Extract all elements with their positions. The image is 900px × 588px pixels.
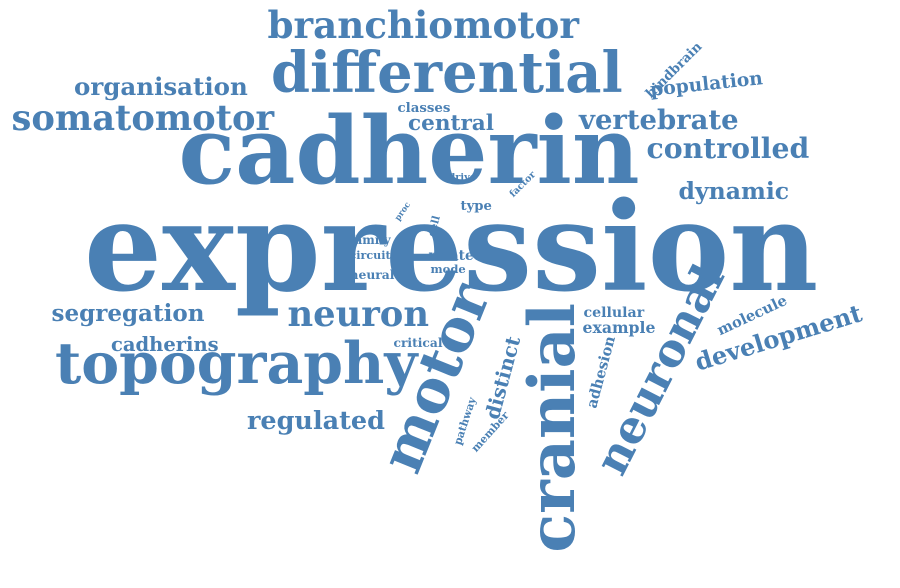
word-controlled: controlled — [646, 131, 810, 165]
word-somatomotor: somatomotor — [11, 97, 275, 139]
word-organisation: organisation — [74, 72, 248, 101]
word-cadherins: cadherins — [111, 333, 219, 356]
word-example: example — [582, 318, 656, 337]
word-expression: expression — [84, 175, 819, 319]
word-adhesion: adhesion — [583, 334, 619, 411]
word-topography: topography — [55, 330, 418, 397]
word-dynamic: dynamic — [678, 177, 790, 205]
word-cadherin: cadherin — [178, 96, 640, 205]
word-central: central — [408, 111, 494, 136]
word-cellular: cellular — [583, 305, 645, 321]
word-classes: classes — [397, 99, 451, 116]
word-cranial: cranial — [514, 302, 590, 553]
word-regulated: regulated — [247, 405, 385, 436]
word-related: related — [428, 247, 484, 264]
word-type: type — [460, 198, 492, 214]
word-circuit: circuit — [349, 249, 391, 262]
word-mode: mode — [430, 262, 466, 276]
word-differential: differential — [271, 40, 623, 106]
word-neuron: neuron — [287, 293, 429, 335]
word-vertebrate: vertebrate — [579, 103, 739, 136]
word-drive: drive — [448, 171, 476, 183]
word-critical: critical — [393, 334, 443, 350]
word-family: family — [349, 232, 391, 247]
word-neural: neural — [349, 266, 395, 282]
word-branchiomotor: branchiomotor — [267, 2, 579, 47]
word-segregation: segregation — [51, 299, 205, 327]
